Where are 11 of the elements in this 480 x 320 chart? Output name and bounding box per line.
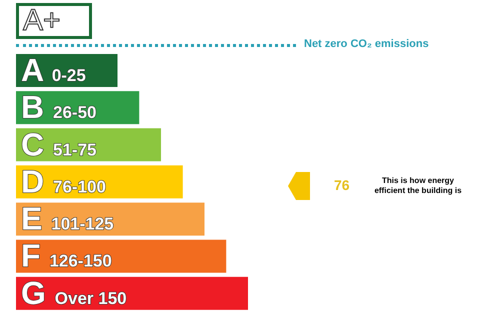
y-tick-label: E 101-125 — [21, 200, 114, 237]
text: 76 — [334, 177, 350, 193]
y-tick-label: B 26-50 — [21, 89, 96, 126]
text: Net zero CO₂ emissions — [304, 38, 429, 50]
y-tick-label: F 126-150 — [21, 238, 112, 274]
y-tick-label: C 51-75 — [21, 126, 96, 162]
y-tick-label: D 76-100 — [21, 163, 106, 200]
y-tick-label: A 0-25 — [21, 52, 86, 88]
text: A+ — [16, 3, 92, 39]
y-tick-label: G Over 150 — [21, 274, 127, 311]
text: This is how energy efficient the building is — [373, 176, 463, 196]
